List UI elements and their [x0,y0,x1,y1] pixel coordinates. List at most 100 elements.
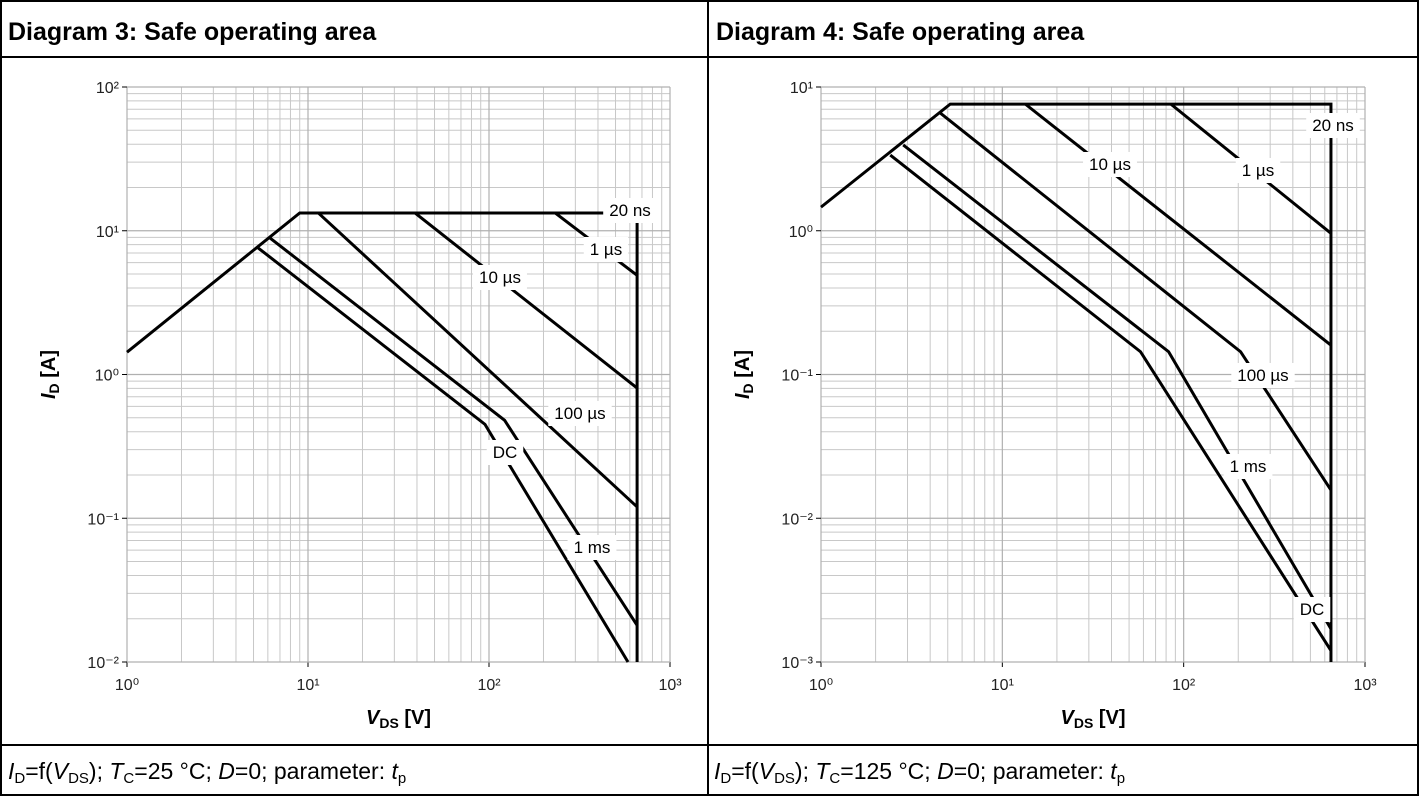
caption-part: ); [794,758,816,784]
series-line [939,111,1333,491]
y-axis-label-part: [A] [38,350,60,383]
series-label: 10 µs [1089,155,1131,174]
series-label-box [486,440,524,465]
caption-part: D [937,758,954,784]
series-label: DC [493,443,518,462]
series-label: 20 ns [1312,116,1354,135]
series-label: 1 ms [574,538,611,557]
caption-part: =25 °C; [134,758,219,784]
series-line [317,211,639,508]
chart-title: Diagram 4: Safe operating area [716,18,1085,46]
caption-part: DS [774,770,795,787]
x-axis-label-part: V [366,707,381,729]
series-line [1024,102,1332,347]
y-axis-label: ID [A] [732,350,756,399]
series-label: 100 µs [1237,366,1288,385]
x-tick-label: 10³ [1353,677,1377,694]
y-axis-label-part: D [46,383,62,393]
series-label: 20 ns [609,201,651,220]
series-label-box [1223,454,1273,479]
series-label-box [548,401,612,426]
series-label-box [567,535,617,560]
series-line [414,211,639,390]
series-label-box [583,237,629,262]
y-tick-label: 10¹ [790,80,813,97]
series-label-box [1231,363,1295,388]
caption-part: DS [68,770,89,787]
x-axis-label: VDS [V] [1060,707,1125,731]
series-label-box [1306,113,1360,138]
caption-part: =0; parameter: [953,758,1111,784]
caption-part: t [1110,758,1117,784]
series-label: 100 µs [554,404,605,423]
caption-part: =125 °C; [840,758,938,784]
caption-part: p [1116,770,1126,787]
series-label: 1 ms [1230,457,1267,476]
y-tick-label: 10⁻² [87,655,119,672]
y-tick-label: 10² [96,80,120,97]
series-label-box [1083,152,1137,177]
y-axis-label: ID [A] [38,350,62,399]
series-line [820,102,1333,662]
caption-part: V [758,758,775,784]
x-axis-label-part: DS [379,715,398,731]
caption-part: D [14,770,26,787]
series-line [257,246,630,663]
series-label-box [603,198,657,223]
caption-part: =f( [25,758,53,784]
series-label: 10 µs [479,268,521,287]
caption-part: T [109,758,124,784]
y-tick-label: 10⁻³ [781,655,813,672]
x-tick-label: 10² [1172,677,1196,694]
series-label: 1 µs [1242,161,1274,180]
caption: ID=f(VDS); TC=125 °C; D=0; parameter: tp [714,758,1125,787]
series-line [126,211,639,662]
caption-part: I [8,758,15,784]
caption-part: C [123,770,135,787]
series-line [902,143,1333,630]
x-axis-label: VDS [V] [366,707,431,731]
caption-part: I [714,758,721,784]
x-tick-label: 10³ [658,677,682,694]
y-axis-label-part: I [38,393,60,399]
caption-part: t [391,758,398,784]
y-tick-label: 10⁻² [781,511,813,528]
caption-part: V [52,758,69,784]
x-tick-label: 10⁰ [809,677,833,694]
x-axis-label-part: DS [1074,715,1093,731]
x-tick-label: 10¹ [991,677,1014,694]
caption-part: C [829,770,841,787]
y-tick-label: 10¹ [96,224,119,241]
y-axis-label-part: [A] [732,350,754,383]
y-tick-label: 10⁰ [95,368,119,385]
series-label-box [1293,597,1331,622]
chart-title: Diagram 3: Safe operating area [8,18,377,46]
series-label: 1 µs [590,240,622,259]
x-tick-label: 10² [477,677,501,694]
x-axis-label-part: [V] [1093,707,1125,729]
series-label: DC [1300,600,1325,619]
caption-part: =f( [731,758,759,784]
y-tick-label: 10⁰ [789,224,813,241]
y-tick-label: 10⁻¹ [87,511,119,528]
caption: ID=f(VDS); TC=25 °C; D=0; parameter: tp [8,758,406,787]
y-axis-label-part: I [732,393,754,399]
caption-part: ); [88,758,110,784]
series-line [889,153,1333,652]
series-label-box [473,265,527,290]
x-axis-label-part: V [1060,707,1075,729]
x-tick-label: 10¹ [296,677,319,694]
caption-part: p [397,770,407,787]
x-axis-label-part: [V] [399,707,431,729]
series-label-box [1235,158,1281,183]
y-axis-label-part: D [740,383,756,393]
caption-part: D [720,770,732,787]
x-tick-label: 10⁰ [115,677,139,694]
caption-part: D [218,758,235,784]
caption-part: =0; parameter: [234,758,392,784]
y-tick-label: 10⁻¹ [781,368,813,385]
